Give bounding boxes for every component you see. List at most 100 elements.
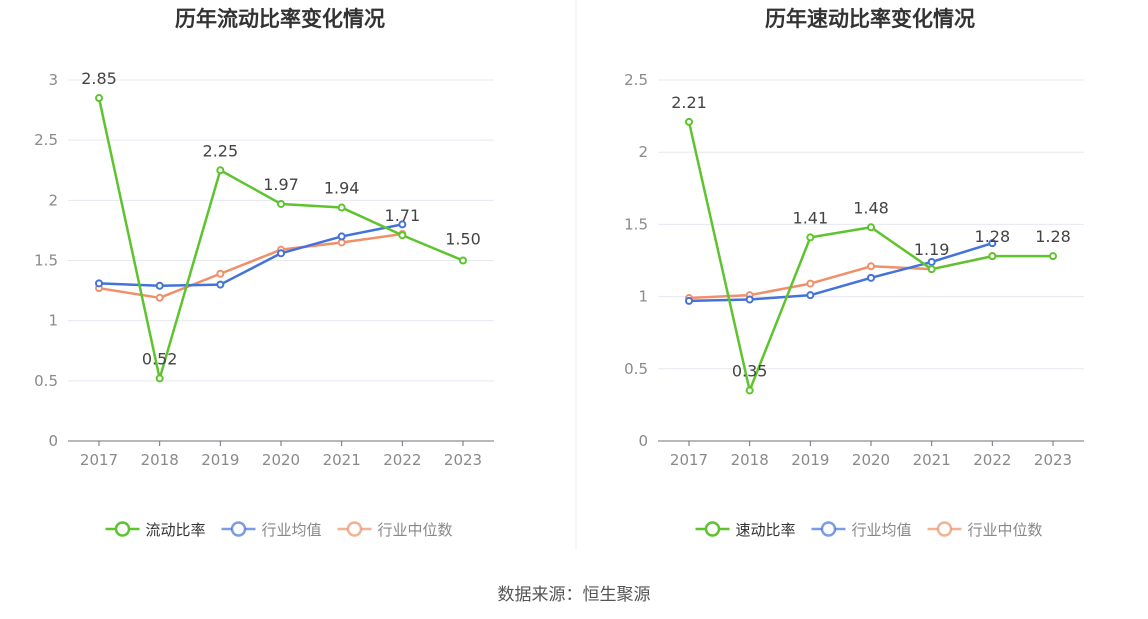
legend-swatch-marker <box>820 521 837 537</box>
data-label: 2.21 <box>671 93 707 112</box>
company-point[interactable] <box>867 223 875 232</box>
legend-swatch-marker <box>230 521 247 537</box>
industry-median-point[interactable] <box>155 293 164 302</box>
data-label: 1.48 <box>853 198 889 217</box>
industry-median-point[interactable] <box>867 262 875 271</box>
industry-avg-point[interactable] <box>988 239 997 248</box>
legend-item-industry-avg[interactable]: 行业均值 <box>811 521 912 539</box>
company-point[interactable] <box>337 203 346 212</box>
y-tick-label: 2 <box>638 143 648 161</box>
data-label: 2.85 <box>81 69 117 88</box>
company-point[interactable] <box>155 374 164 383</box>
industry-avg-point[interactable] <box>398 220 407 229</box>
y-tick-label: 1 <box>638 288 648 306</box>
company-point[interactable] <box>398 231 407 240</box>
quick-ratio-chart: 历年速动比率变化情况 0 0.5 1 1.5 2 2.5 2017 2018 2019 2020 20… <box>624 7 1084 539</box>
legend-swatch-marker <box>704 521 721 537</box>
y-tick-label: 1.5 <box>624 215 648 233</box>
company-line <box>687 121 1053 392</box>
x-tick-label: 2018 <box>141 451 179 469</box>
industry-avg-point[interactable] <box>867 273 875 282</box>
y-tick-label: 1 <box>48 312 58 330</box>
company-point[interactable] <box>988 252 997 261</box>
y-tick-label: 0.5 <box>624 360 648 378</box>
data-source-note: 数据来源：恒生聚源 <box>497 585 651 605</box>
company-point[interactable] <box>685 117 693 126</box>
y-tick-label: 0 <box>638 432 648 450</box>
industry-median-line <box>98 232 403 300</box>
company-point[interactable] <box>216 166 225 175</box>
y-tick-label: 1.5 <box>34 252 58 270</box>
company-point[interactable] <box>806 233 815 242</box>
legend-label: 速动比率 <box>736 521 796 539</box>
legend-label: 行业均值 <box>852 521 912 539</box>
x-tick-label: 2022 <box>383 451 421 469</box>
industry-avg-point[interactable] <box>685 296 693 305</box>
data-label: 1.50 <box>445 230 481 249</box>
legend: 流动比率 行业均值 行业中位数 <box>105 521 453 539</box>
industry-avg-point[interactable] <box>155 281 164 290</box>
industry-avg-point[interactable] <box>745 295 754 304</box>
company-point[interactable] <box>1049 252 1057 261</box>
x-tick-label: 2017 <box>80 451 118 469</box>
x-tick-label: 2023 <box>444 451 482 469</box>
industry-avg-point[interactable] <box>277 249 285 258</box>
legend-label: 流动比率 <box>146 521 206 539</box>
y-tick-label: 2 <box>48 191 58 209</box>
y-tick-label: 3 <box>48 71 58 89</box>
industry-avg-point[interactable] <box>927 257 936 266</box>
x-tick-label: 2017 <box>670 451 708 469</box>
industry-avg-point[interactable] <box>216 280 225 289</box>
data-label: 1.41 <box>793 208 829 227</box>
legend: 速动比率 行业均值 行业中位数 <box>695 521 1043 539</box>
x-tick-label: 2020 <box>852 451 890 469</box>
industry-median-point[interactable] <box>806 279 815 288</box>
legend-swatch-marker <box>346 521 363 537</box>
legend-label: 行业中位数 <box>968 521 1043 539</box>
industry-avg-line <box>98 223 403 288</box>
legend-item-industry-avg[interactable]: 行业均值 <box>221 521 322 539</box>
data-label: 0.52 <box>142 349 178 368</box>
current-ratio-chart: 历年流动比率变化情况 0 0.5 1 1.5 2 2.5 3 2017 2018 2019 2020 2… <box>34 7 494 539</box>
data-label: 1.28 <box>975 227 1011 246</box>
y-tick-label: 0.5 <box>34 372 58 390</box>
legend-item-company[interactable]: 流动比率 <box>105 521 206 539</box>
y-tick-label: 2.5 <box>34 131 58 149</box>
legend-swatch-marker <box>936 521 953 537</box>
data-label: 0.35 <box>732 361 768 380</box>
data-label: 1.97 <box>263 175 299 194</box>
industry-median-line <box>688 254 993 300</box>
industry-avg-point[interactable] <box>95 279 103 288</box>
legend-item-company[interactable]: 速动比率 <box>695 521 796 539</box>
x-tick-label: 2019 <box>201 451 239 469</box>
company-point[interactable] <box>927 265 936 274</box>
x-tick-label: 2022 <box>973 451 1011 469</box>
data-label: 1.71 <box>385 206 421 225</box>
x-tick-label: 2019 <box>791 451 829 469</box>
data-label: 2.25 <box>203 141 239 160</box>
x-tick-label: 2020 <box>262 451 300 469</box>
company-point[interactable] <box>277 199 285 208</box>
y-tick-label: 2.5 <box>624 71 648 89</box>
company-point[interactable] <box>745 386 754 395</box>
company-point[interactable] <box>459 256 467 265</box>
data-label: 1.94 <box>324 179 360 198</box>
x-tick-label: 2021 <box>323 451 361 469</box>
data-label: 1.28 <box>1035 227 1071 246</box>
industry-avg-line <box>688 241 993 303</box>
x-tick-label: 2023 <box>1034 451 1072 469</box>
industry-median-point[interactable] <box>216 269 225 278</box>
legend-label: 行业均值 <box>262 521 322 539</box>
x-tick-label: 2018 <box>731 451 769 469</box>
legend-item-industry-median[interactable]: 行业中位数 <box>927 521 1043 539</box>
chart-title: 历年流动比率变化情况 <box>175 7 385 31</box>
y-tick-label: 0 <box>48 432 58 450</box>
company-point[interactable] <box>95 94 103 103</box>
industry-avg-point[interactable] <box>337 232 346 241</box>
industry-avg-point[interactable] <box>806 291 815 300</box>
legend-item-industry-median[interactable]: 行业中位数 <box>337 521 453 539</box>
legend-label: 行业中位数 <box>378 521 453 539</box>
x-tick-label: 2021 <box>913 451 951 469</box>
data-label: 1.19 <box>914 240 950 259</box>
